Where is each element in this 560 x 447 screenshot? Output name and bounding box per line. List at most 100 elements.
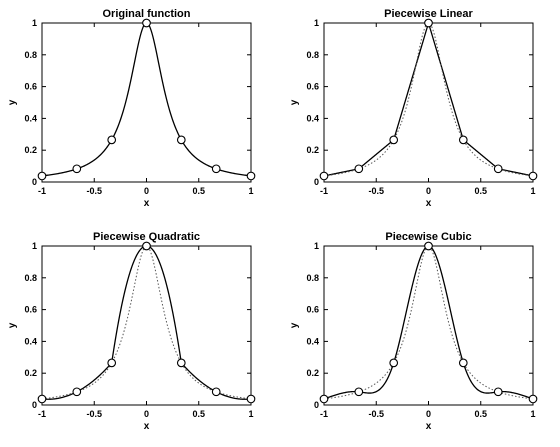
data-point <box>319 394 329 404</box>
chart-title: Piecewise Cubic <box>385 231 471 243</box>
data-point <box>493 164 503 174</box>
series-line-reference <box>41 245 252 400</box>
x-axis-label: x <box>144 421 150 432</box>
y-tick-label: 0.6 <box>24 305 37 315</box>
data-point <box>72 387 82 397</box>
y-axis-label: y <box>289 99 300 105</box>
data-point <box>389 135 399 145</box>
y-tick-label: 1 <box>32 18 37 28</box>
y-tick-label: 0.8 <box>306 50 319 60</box>
panel-quadratic: -1 -0.5 0 0.5 1 0 0.2 0.4 0.6 0.8 1 Piecewise Quadr… <box>7 231 256 432</box>
series-line-main <box>41 245 252 400</box>
data-point <box>389 358 399 368</box>
series-line-main <box>41 22 252 177</box>
x-tick-label: 0.5 <box>192 186 205 196</box>
x-tick-label: 0.5 <box>192 409 205 419</box>
x-tick-label: 0.5 <box>474 186 487 196</box>
data-point <box>319 171 329 181</box>
y-tick-label: 1 <box>314 18 319 28</box>
y-tick-label: 0.2 <box>24 145 37 155</box>
panel-cubic: -1 -0.5 0 0.5 1 0 0.2 0.4 0.6 0.8 1 Piecewise Cubic… <box>289 231 538 432</box>
data-point <box>528 394 538 404</box>
x-tick-label: -0.5 <box>86 409 102 419</box>
data-point <box>176 358 186 368</box>
y-tick-label: 0 <box>32 400 37 410</box>
x-tick-label: -0.5 <box>368 409 384 419</box>
y-axis-label: y <box>7 99 18 105</box>
panel-linear: -1 -0.5 0 0.5 1 0 0.2 0.4 0.6 0.8 1 Piecewise Linea… <box>289 8 538 209</box>
x-tick-label: 0 <box>144 186 149 196</box>
data-point <box>142 241 151 251</box>
y-tick-label: 1 <box>314 241 319 251</box>
x-axis-label: x <box>144 198 150 209</box>
y-tick-label: 0.8 <box>306 273 319 283</box>
data-point <box>107 358 117 368</box>
data-point <box>458 358 468 368</box>
y-tick-label: 0.2 <box>306 368 319 378</box>
data-point <box>72 164 82 174</box>
y-tick-label: 0.6 <box>306 305 319 315</box>
axes-frame <box>323 245 534 406</box>
y-tick-label: 0 <box>32 177 37 187</box>
x-axis-label: x <box>426 421 432 432</box>
data-point <box>493 387 503 397</box>
y-tick-label: 0.8 <box>24 50 37 60</box>
data-point <box>424 18 433 28</box>
data-point <box>528 171 538 181</box>
chart-title: Original function <box>103 8 191 20</box>
series-line-main <box>323 20 534 177</box>
x-tick-label: -0.5 <box>86 186 102 196</box>
y-tick-label: 0.4 <box>24 113 37 123</box>
y-tick-label: 0.4 <box>306 113 319 123</box>
data-point <box>37 394 47 404</box>
axes-frame <box>41 245 252 406</box>
x-tick-label: 1 <box>530 186 535 196</box>
x-tick-label: 0 <box>426 409 431 419</box>
y-tick-label: 1 <box>32 241 37 251</box>
x-axis-label: x <box>426 198 432 209</box>
series-line-reference <box>323 245 534 400</box>
y-tick-label: 0.2 <box>24 368 37 378</box>
y-tick-label: 0 <box>314 400 319 410</box>
x-tick-label: 1 <box>248 409 253 419</box>
x-tick-label: -1 <box>38 186 46 196</box>
data-point <box>211 387 221 397</box>
data-point <box>211 164 221 174</box>
x-tick-label: 1 <box>530 409 535 419</box>
y-tick-label: 0.8 <box>24 273 37 283</box>
axes-frame <box>323 22 534 183</box>
x-tick-label: -1 <box>320 409 328 419</box>
data-point <box>142 18 151 28</box>
panel-original: -1 -0.5 0 0.5 1 0 0.2 0.4 0.6 0.8 1 Original functi… <box>7 8 256 209</box>
x-tick-label: -1 <box>320 186 328 196</box>
series-line-reference <box>323 22 534 177</box>
y-tick-label: 0.6 <box>306 82 319 92</box>
data-point <box>354 164 364 174</box>
x-tick-label: 0 <box>426 186 431 196</box>
y-axis-label: y <box>7 322 18 328</box>
data-point <box>37 171 47 181</box>
data-point <box>246 171 256 181</box>
x-tick-label: -1 <box>38 409 46 419</box>
y-tick-label: 0.6 <box>24 82 37 92</box>
data-point <box>246 394 256 404</box>
y-axis-label: y <box>289 322 300 328</box>
data-point <box>354 387 364 397</box>
chart-title: Piecewise Linear <box>384 8 473 20</box>
chart-title: Piecewise Quadratic <box>93 231 200 243</box>
data-point <box>458 135 468 145</box>
y-tick-label: 0.4 <box>24 336 37 346</box>
x-tick-label: 0.5 <box>474 409 487 419</box>
axes-frame <box>41 22 252 183</box>
x-tick-label: -0.5 <box>368 186 384 196</box>
x-tick-label: 0 <box>144 409 149 419</box>
series-line-main <box>323 245 534 400</box>
y-tick-label: 0.4 <box>306 336 319 346</box>
data-point <box>176 135 186 145</box>
data-point <box>424 241 433 251</box>
y-tick-label: 0.2 <box>306 145 319 155</box>
y-tick-label: 0 <box>314 177 319 187</box>
x-tick-label: 1 <box>248 186 253 196</box>
